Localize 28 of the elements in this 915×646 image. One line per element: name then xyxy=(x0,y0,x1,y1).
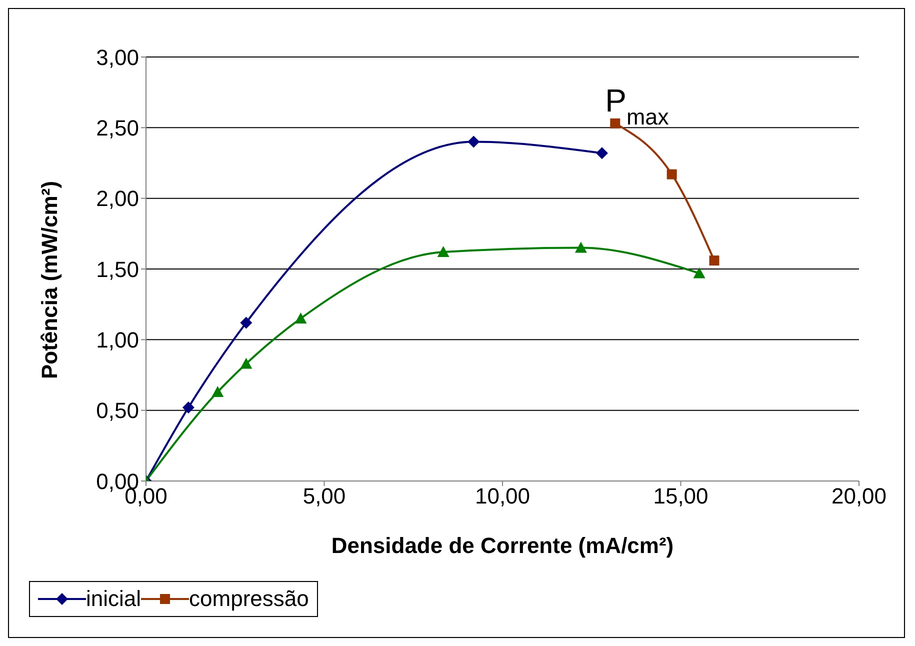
x-axis-title: Densidade de Corrente (mA/cm²) xyxy=(331,533,674,558)
point xyxy=(240,358,252,369)
legend-label: inicial xyxy=(86,586,142,612)
point xyxy=(596,147,608,160)
x-tick-label: 15,00 xyxy=(653,484,708,509)
point xyxy=(437,246,450,258)
point xyxy=(693,267,706,278)
point xyxy=(182,402,194,414)
point xyxy=(212,386,224,397)
point xyxy=(610,118,620,128)
x-tick-label: 20,00 xyxy=(831,484,887,509)
point xyxy=(709,256,720,266)
x-tick-label: 10,00 xyxy=(474,484,530,509)
y-tick-label: 2,00 xyxy=(96,186,139,212)
point xyxy=(666,169,677,180)
y-tick-label: 0,50 xyxy=(96,398,139,424)
point xyxy=(468,136,480,148)
point xyxy=(240,316,252,329)
legend-label: compressão xyxy=(189,586,309,612)
annotation: P$_{max}$ xyxy=(605,82,669,129)
x-tick-label: 5,00 xyxy=(302,484,346,509)
y-tick-label: 1,50 xyxy=(96,256,139,282)
y-tick-label: 1,00 xyxy=(96,327,139,352)
y-tick-label: 3,00 xyxy=(96,44,139,70)
point xyxy=(294,312,307,324)
y-tick-label: 2,50 xyxy=(96,115,139,140)
point xyxy=(574,242,587,253)
y-axis-title: Potência (mW/cm²) xyxy=(36,180,62,379)
